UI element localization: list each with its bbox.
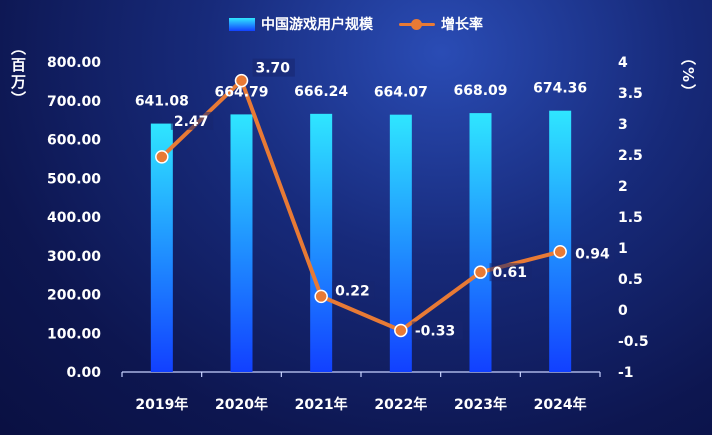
right-tick-label: 2 — [618, 179, 628, 195]
growth-value-label: 0.94 — [575, 247, 610, 263]
growth-value-label: 2.47 — [174, 114, 209, 130]
left-tick-label: 0.00 — [66, 365, 101, 381]
right-tick-label: -0.5 — [618, 334, 649, 350]
left-tick-label: 700.00 — [47, 94, 101, 110]
right-tick-label: 1 — [618, 241, 628, 257]
right-tick-label: 3.5 — [618, 86, 643, 102]
bar — [150, 123, 173, 372]
bar-value-label: 668.09 — [453, 83, 507, 99]
bar — [549, 110, 572, 373]
bar-value-label: 666.24 — [294, 84, 348, 100]
right-tick-label: 2.5 — [618, 148, 643, 164]
right-tick-label: 1.5 — [618, 210, 643, 226]
growth-point — [473, 265, 488, 279]
right-tick-label: 0 — [618, 303, 628, 319]
legend-label-growth-rate: 增长率 — [441, 17, 483, 33]
growth-value-label: 3.70 — [256, 61, 291, 77]
legend-bar-swatch — [229, 17, 255, 31]
left-tick-label: 400.00 — [47, 210, 101, 226]
x-tick-label: 2023年 — [454, 396, 507, 413]
left-tick-label: 100.00 — [47, 326, 101, 342]
bar — [310, 113, 333, 372]
legend: 中国游戏用户规模 增长率 — [0, 14, 712, 34]
left-tick-label: 500.00 — [47, 171, 101, 187]
bar-value-label: 641.08 — [135, 94, 189, 110]
growth-value-label: -0.33 — [415, 323, 455, 339]
right-tick-label: -1 — [618, 365, 634, 381]
bar — [230, 114, 253, 373]
right-tick-label: 0.5 — [618, 272, 643, 288]
growth-value-label: 0.22 — [335, 283, 370, 299]
growth-label-bg — [170, 111, 214, 130]
growth-label-bg — [489, 263, 532, 282]
left-tick-label: 200.00 — [47, 288, 101, 304]
left-tick-label: 800.00 — [47, 55, 101, 71]
x-tick-label: 2021年 — [295, 396, 348, 413]
legend-item-user-scale: 中国游戏用户规模 — [229, 14, 373, 34]
growth-point — [155, 150, 169, 164]
x-tick-label: 2019年 — [135, 396, 188, 413]
growth-point — [234, 73, 249, 88]
growth-label-bg — [332, 281, 375, 300]
right-axis-unit: （%） — [679, 50, 697, 102]
legend-label-user-scale: 中国游戏用户规模 — [261, 17, 373, 33]
growth-label-bg — [252, 58, 295, 77]
left-axis-unit: （百万） — [9, 40, 27, 108]
bar — [389, 114, 412, 372]
growth-point — [553, 244, 567, 259]
growth-value-label: 0.61 — [493, 265, 528, 281]
legend-item-growth-rate: 增长率 — [399, 14, 483, 34]
data-labels: 641.08 664.79 666.24 664.07 668.09 674.36 2.47… — [135, 58, 615, 340]
bar-value-label: 664.79 — [214, 84, 268, 100]
right-tick-label: 4 — [618, 55, 628, 71]
x-tick-label: 2024年 — [534, 396, 587, 413]
legend-line-swatch — [399, 18, 435, 31]
x-tick-label: 2020年 — [215, 396, 268, 413]
left-tick-label: 300.00 — [47, 249, 101, 265]
axes: 2019年 2020年 2021年 2022年 2023年 2024年 0.00 100.00… — [47, 55, 649, 413]
bar-series — [150, 110, 572, 373]
growth-label-bg — [572, 244, 615, 263]
growth-point — [314, 289, 328, 304]
x-tick-label: 2022年 — [374, 396, 427, 413]
bar — [469, 113, 492, 373]
bar-value-label: 674.36 — [533, 81, 587, 97]
growth-point — [394, 323, 408, 338]
right-tick-label: 3 — [618, 117, 628, 133]
left-tick-label: 600.00 — [47, 133, 101, 149]
bar-value-label: 664.07 — [374, 85, 428, 101]
growth-label-bg — [411, 321, 463, 340]
